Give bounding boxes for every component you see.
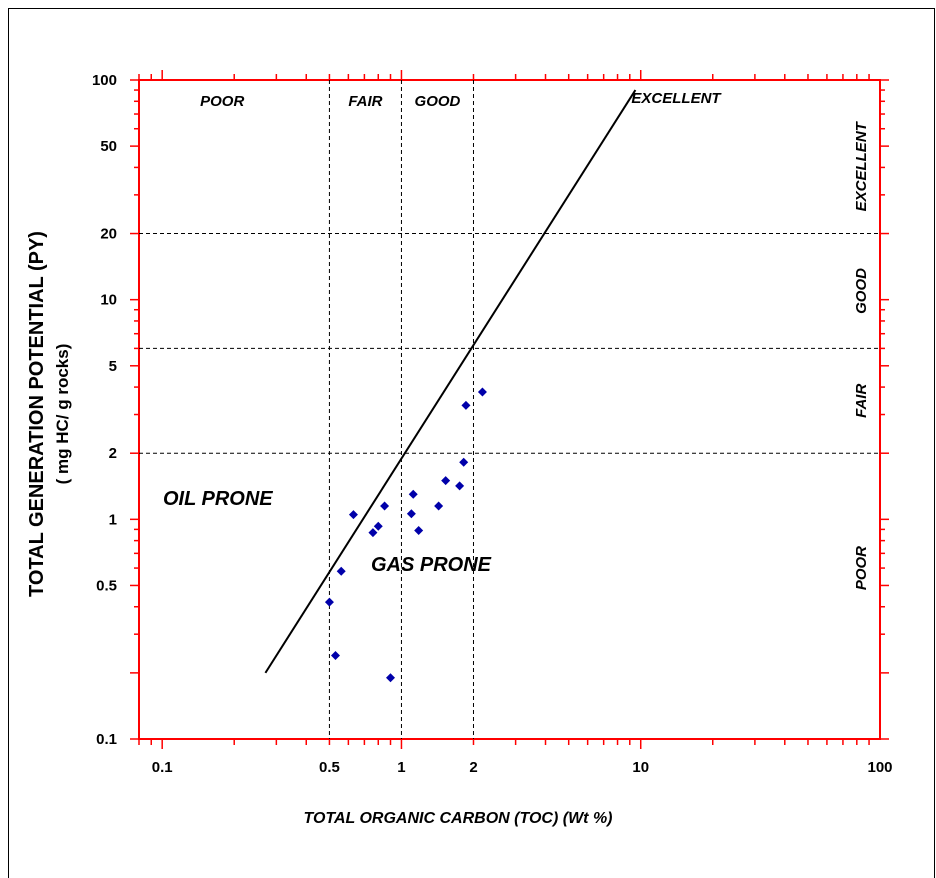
- x-tick-label: 0.5: [319, 759, 340, 776]
- data-point: [380, 501, 390, 511]
- x-tick-label: 0.1: [152, 759, 173, 776]
- data-point: [434, 501, 444, 511]
- py-class-label: POOR: [853, 546, 870, 590]
- data-point: [455, 481, 465, 491]
- x-tick-label: 2: [469, 759, 477, 776]
- excellent-diagonal-line: [264, 89, 637, 674]
- data-point: [373, 521, 383, 531]
- x-axis-title: TOTAL ORGANIC CARBON (TOC) (Wt %): [303, 810, 612, 827]
- data-point: [324, 597, 334, 607]
- y-tick-label: 100: [92, 72, 117, 89]
- data-point: [368, 528, 378, 538]
- data-point: [408, 489, 418, 499]
- data-point: [461, 400, 471, 410]
- plot-area: [138, 79, 881, 740]
- y-tick-label: 0.5: [96, 577, 117, 594]
- data-point: [336, 566, 346, 576]
- data-point: [406, 509, 416, 519]
- toc-class-label: GOOD: [415, 93, 461, 110]
- x-tick-label: 100: [867, 759, 892, 776]
- x-axis-ticks: 0.1 0.5 1 2 10 100: [138, 70, 893, 776]
- gas-prone-label: GAS PRONE: [371, 554, 492, 576]
- py-class-label: EXCELLENT: [853, 120, 870, 211]
- x-tick-label: 10: [632, 759, 649, 776]
- y-tick-label: 50: [100, 138, 117, 155]
- diagonal-excellent-label: EXCELLENT: [631, 90, 722, 107]
- data-point: [477, 387, 487, 397]
- data-point: [441, 476, 451, 486]
- figure-frame: [8, 8, 935, 878]
- toc-class-label: POOR: [200, 93, 244, 110]
- y-tick-label: 10: [100, 292, 117, 309]
- y-tick-label: 0.1: [96, 731, 117, 748]
- data-point: [459, 457, 469, 467]
- py-class-label: GOOD: [853, 268, 870, 314]
- oil-prone-label: OIL PRONE: [163, 488, 273, 510]
- data-point: [414, 525, 424, 535]
- y-tick-label: 2: [109, 445, 117, 462]
- y-axis-ticks: 0.1 0.5 1 2 5 10 20 50 100: [92, 72, 889, 748]
- chart-labels: POOR FAIR GOOD EXCELLENT EXCELLENT GOOD FAIR PO…: [163, 90, 870, 590]
- data-point: [386, 673, 396, 683]
- y-tick-label: 20: [100, 226, 117, 243]
- data-point: [330, 650, 340, 660]
- data-points: [324, 387, 487, 683]
- y-tick-label: 5: [109, 358, 117, 375]
- py-class-label: FAIR: [853, 384, 870, 418]
- divider-lines: [139, 80, 880, 739]
- x-tick-label: 1: [397, 759, 405, 776]
- data-point: [348, 510, 358, 520]
- y-axis-subtitle: ( mg HC/ g rocks): [53, 344, 72, 485]
- y-tick-label: 1: [109, 511, 117, 528]
- y-axis-title: TOTAL GENERATION POTENTIAL (PY): [26, 231, 48, 597]
- toc-class-label: FAIR: [348, 93, 382, 110]
